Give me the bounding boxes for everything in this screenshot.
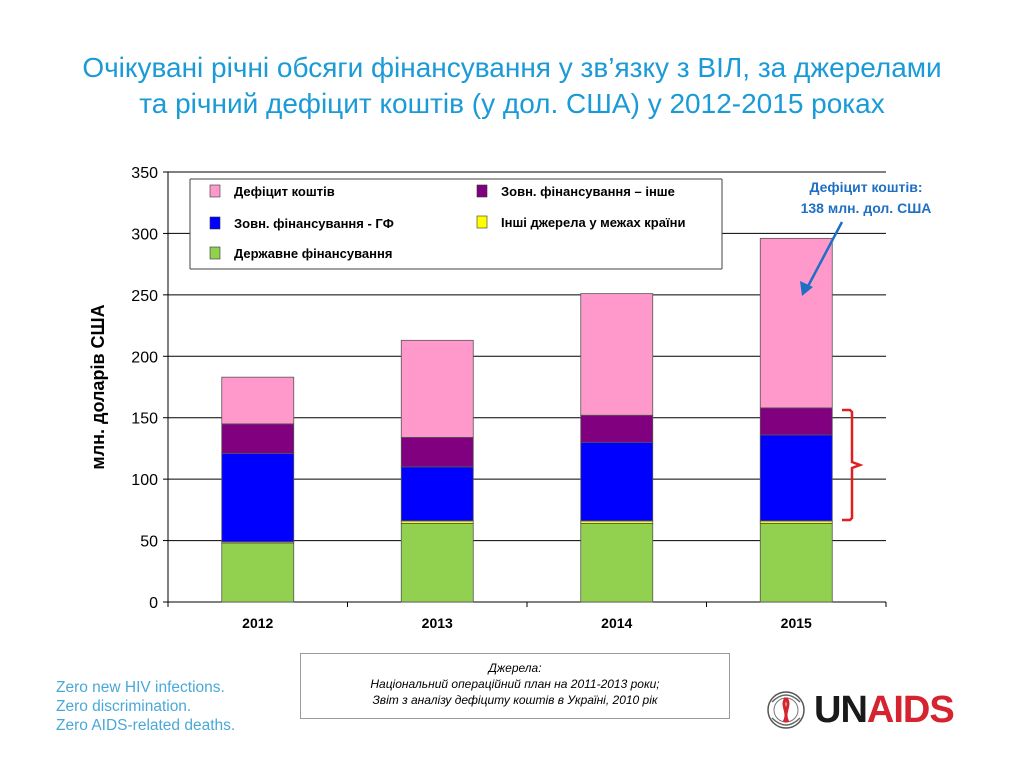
sources-line-1: Національний операційний план на 2011-20… <box>370 677 660 691</box>
unaids-logo: UNAIDS <box>764 688 974 732</box>
x-tick-label: 2014 <box>601 615 632 631</box>
y-tick-label: 150 <box>131 411 158 428</box>
bar-segment-2014-3 <box>580 414 654 443</box>
sources-line-2: Звіт з аналізу дефіциту коштів в Україні… <box>372 693 658 707</box>
slogan-line-1: Zero new HIV infections. <box>56 679 225 696</box>
title-line-2: та річний дефіцит коштів (у дол. США) у … <box>139 88 885 119</box>
slogan-line-3: Zero AIDS-related deaths. <box>56 717 236 734</box>
y-tick-label: 250 <box>131 288 158 305</box>
unaids-wordmark: UNAIDS <box>814 688 955 732</box>
legend-swatch <box>209 184 221 198</box>
bar-segment-2015-0 <box>759 522 833 603</box>
y-tick-label: 100 <box>131 472 158 489</box>
legend-label: Державне фінансування <box>234 246 392 261</box>
stacked-bar-chart: 0 50 100 150 200 250 300 350 2012 2013 2014 2015 млн… <box>88 165 932 631</box>
x-tick-label: 2015 <box>781 615 812 631</box>
y-axis-label: млн. доларів США <box>88 304 108 469</box>
legend-label: Зовн. фінансування – інше <box>501 184 675 199</box>
deficit-annotation-line-2: 138 млн. дол. США <box>801 200 932 216</box>
sources-box: Джерела: Національний операційний план н… <box>300 653 730 719</box>
bar-segment-2012-2 <box>221 452 295 543</box>
bar-segment-2014-0 <box>580 522 654 603</box>
bar-segment-2013-3 <box>400 436 474 468</box>
bar-segment-2013-0 <box>400 522 474 603</box>
bar-segment-2012-3 <box>221 423 295 454</box>
y-tick-label: 0 <box>149 595 158 612</box>
y-tick-label: 50 <box>140 534 158 551</box>
y-tick-label: 300 <box>131 226 158 243</box>
legend-label: Зовн. фінансування - ГФ <box>234 216 394 231</box>
sources-heading: Джерела: <box>488 661 542 675</box>
red-bracket <box>842 408 864 522</box>
legend-swatch <box>209 216 221 230</box>
x-tick-label: 2012 <box>242 615 273 631</box>
bar-segment-2013-4 <box>400 339 474 438</box>
page-title: Очікувані річні обсяги фінансування у зв… <box>20 50 1004 122</box>
annotation-arrow-head <box>800 281 813 296</box>
legend-bg <box>190 179 722 269</box>
slogan-line-2: Zero discrimination. <box>56 698 192 715</box>
logo-aids-text: AIDS <box>866 689 955 731</box>
bar-segment-2012-0 <box>221 542 295 603</box>
un-emblem-icon <box>767 691 805 729</box>
legend-swatch <box>209 246 221 260</box>
legend-swatch <box>476 215 488 229</box>
legend-label: Дефіцит коштів <box>234 184 335 199</box>
bar-segment-2015-3 <box>759 407 833 436</box>
legend-label: Інші джерела у межах країни <box>501 215 685 230</box>
bar-segment-2014-4 <box>580 293 654 416</box>
title-line-1: Очікувані річні обсяги фінансування у зв… <box>82 52 942 83</box>
y-tick-label: 200 <box>131 349 158 366</box>
bar-segment-2012-4 <box>221 376 295 425</box>
unaids-slogan: Zero new HIV infections. Zero discrimina… <box>56 678 235 735</box>
bar-segment-2015-2 <box>759 434 833 522</box>
legend-swatch <box>476 184 488 198</box>
x-tick-label: 2013 <box>422 615 453 631</box>
bar-segment-2013-2 <box>400 466 474 522</box>
bar-segment-2014-2 <box>580 441 654 522</box>
bar-segment-2015-4 <box>759 237 833 409</box>
deficit-annotation-line-1: Дефіцит коштів: <box>809 179 922 195</box>
y-tick-label: 350 <box>131 165 158 182</box>
logo-un-text: UN <box>814 689 868 731</box>
annotation-arrow-line <box>804 221 844 291</box>
